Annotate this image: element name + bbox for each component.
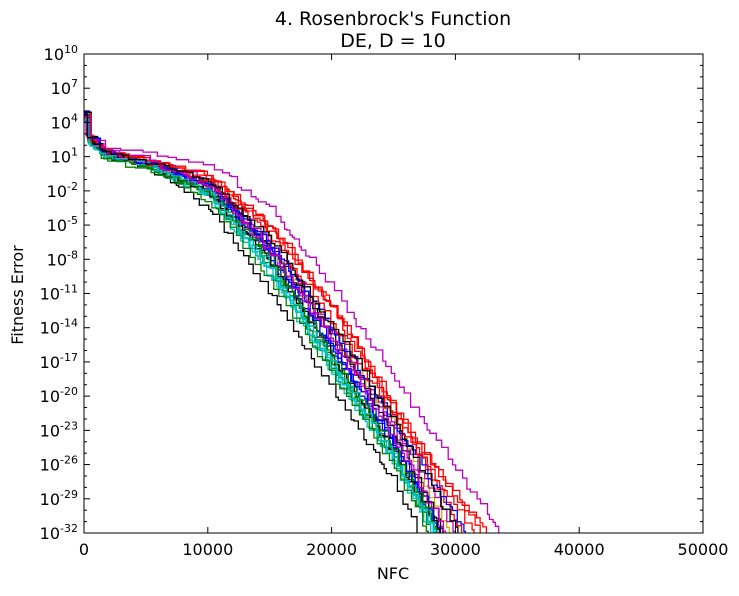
series-line-15 [84,114,429,533]
y-axis-label: Fitness Error [8,245,27,345]
y-tick-label: 10-20 [40,385,78,406]
y-tick-label: 10-2 [47,180,78,201]
x-tick-label: 40000 [554,540,605,559]
x-tick-label: 30000 [430,540,481,559]
y-tick-label: 10-11 [40,283,78,304]
series-line-24 [84,118,437,533]
chart-title-line2: DE, D = 10 [340,30,446,52]
series-line-25 [84,113,459,533]
series-line-17 [84,119,436,533]
plot-area [84,110,500,533]
y-tick-label: 10-5 [47,214,78,235]
series-line-16 [84,113,481,533]
y-tick-label: 10-23 [40,419,78,440]
axes: 0 10000 20000 30000 40000 50000 1010 107 104 101 1… [40,43,729,559]
x-tick-label: 10000 [182,540,233,559]
y-tick-label: 10-14 [40,317,78,338]
y-tick-label: 107 [51,77,78,98]
y-tick-label: 101 [51,146,78,167]
x-tick-label: 20000 [306,540,357,559]
y-tick-label: 1010 [44,43,78,64]
y-tick-label: 10-32 [40,522,78,543]
series-line-12 [84,116,500,533]
chart-title-line1: 4. Rosenbrock's Function [275,8,511,30]
y-tick-label: 10-26 [40,454,78,475]
y-tick-label: 104 [51,111,78,132]
y-tick-label: 10-29 [40,488,78,509]
y-tick-label: 10-17 [40,351,78,372]
x-tick-label: 0 [79,540,89,559]
y-tick-label: 10-8 [47,248,78,269]
x-axis-label: NFC [377,564,409,583]
series-line-21 [84,114,466,533]
series-line-23 [84,116,447,533]
x-tick-label: 50000 [678,540,729,559]
